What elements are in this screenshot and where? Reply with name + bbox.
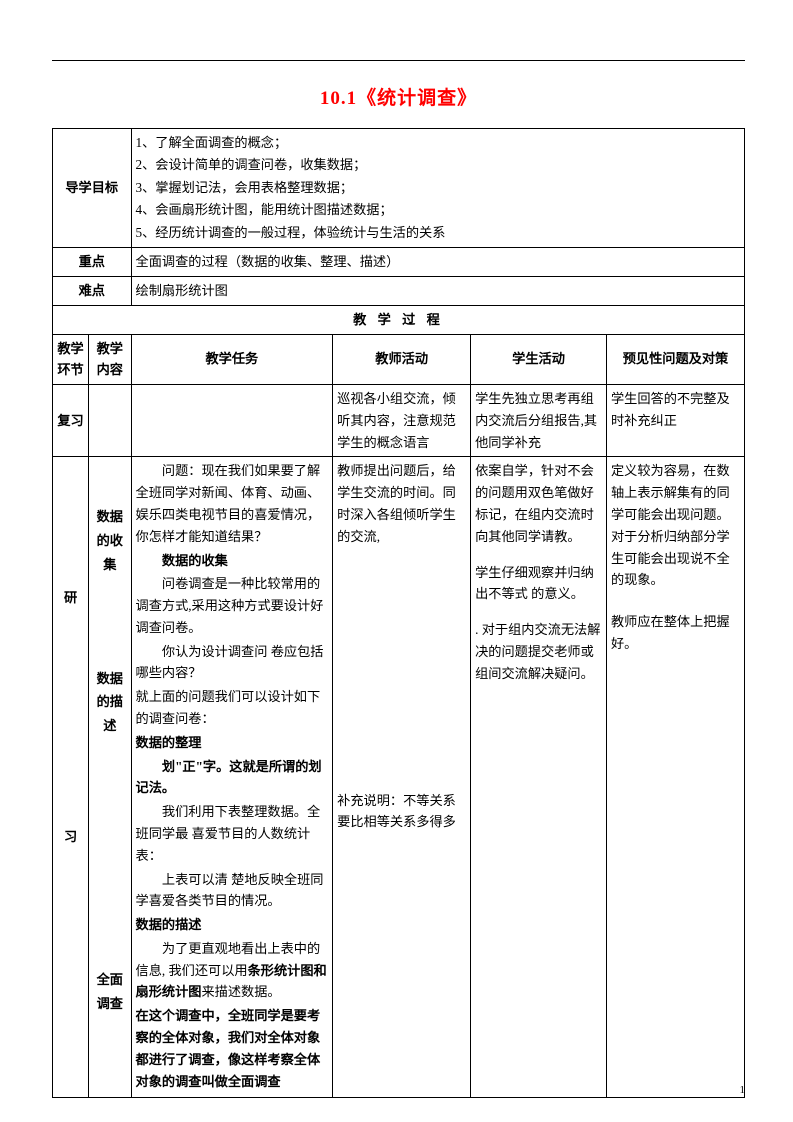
key-cell: 全面调查的过程（数据的收集、整理、描述） xyxy=(131,248,744,277)
row-review: 复习 巡视各小组交流，倾听其内容，注意规范学生的概念语言 学生先独立思考再组内交… xyxy=(53,385,745,457)
student-1: 依案自学，针对不会的问题用双色笔做好标记，在组内交流时向其他同学请教。 xyxy=(475,460,602,547)
review-student: 学生先独立思考再组内交流后分组报告,其他同学补充 xyxy=(471,385,607,457)
problem-2: 教师应在整体上把握好。 xyxy=(611,611,740,655)
hard-label: 难点 xyxy=(53,276,132,305)
key-label: 重点 xyxy=(53,248,132,277)
hard-cell: 绘制扇形统计图 xyxy=(131,276,744,305)
goal-5: 5、经历统计调查的一般过程，体验统计与生活的关系 xyxy=(136,222,740,244)
review-task xyxy=(131,385,333,457)
goals-cell: 1、了解全面调查的概念； 2、会设计简单的调查问卷，收集数据； 3、掌握划记法，… xyxy=(131,129,744,248)
col-content: 教学内容 xyxy=(89,334,131,385)
study-problem: 定义较为容易，在数轴上表示解集有的同学可能会出现问题。对于分析归纳部分学生可能会… xyxy=(606,457,744,1098)
col-problem: 预见性问题及对策 xyxy=(606,334,744,385)
teacher-1: 教师提出问题后，给学生交流的时间。同时深入各组倾听学生的交流, xyxy=(337,460,466,547)
task-p5: 我们利用下表整理数据。全班同学最 喜爱节目的人数统计表： xyxy=(136,801,329,866)
study-stage-bottom: 习 xyxy=(57,826,84,848)
goal-2: 2、会设计简单的调查问卷，收集数据； xyxy=(136,154,740,176)
review-content xyxy=(89,385,131,457)
row-key: 重点 全面调查的过程（数据的收集、整理、描述） xyxy=(53,248,745,277)
goal-4: 4、会画扇形统计图，能用统计图描述数据； xyxy=(136,199,740,221)
task-h2: 数据的整理 xyxy=(136,732,329,754)
task-p7c: 来描述数据。 xyxy=(201,984,280,999)
study-teacher: 教师提出问题后，给学生交流的时间。同时深入各组倾听学生的交流, 补充说明：不等关… xyxy=(333,457,471,1098)
task-p3: 就上面的问题我们可以设计如下的调查问卷： xyxy=(136,686,329,730)
study-content-1: 数据的收集 xyxy=(93,505,126,576)
task-p8: 在这个调查中，全班同学是要考察的全体对象，我们对全体对象都进行了调查，像这样考察… xyxy=(136,1005,329,1092)
goal-3: 3、掌握划记法，会用表格整理数据； xyxy=(136,177,740,199)
page-title: 10.1《统计调查》 xyxy=(52,83,745,110)
col-teacher: 教师活动 xyxy=(333,334,471,385)
problem-1: 定义较为容易，在数轴上表示解集有的同学可能会出现问题。对于分析归纳部分学生可能会… xyxy=(611,460,740,591)
review-stage: 复习 xyxy=(53,385,89,457)
row-goals: 导学目标 1、了解全面调查的概念； 2、会设计简单的调查问卷，收集数据； 3、掌… xyxy=(53,129,745,248)
task-intro: 问题：现在我们如果要了解全班同学对新闻、体育、动画、娱乐四类电视节目的喜爱情况，… xyxy=(136,460,329,547)
study-content-2: 数据的描述 xyxy=(93,667,126,738)
task-p4: 划"正"字。这就是所谓的划记法。 xyxy=(136,756,329,800)
study-stage-top: 研 xyxy=(57,587,84,609)
col-stage: 教学环节 xyxy=(53,334,89,385)
review-problem: 学生回答的不完整及时补充纠正 xyxy=(606,385,744,457)
study-content: 数据的收集 数据的描述 全面调查 xyxy=(89,457,131,1098)
task-h3: 数据的描述 xyxy=(136,914,329,936)
col-student: 学生活动 xyxy=(471,334,607,385)
student-2: 学生仔细观察并归纳出不等式 的意义。 xyxy=(475,562,602,606)
goals-label: 导学目标 xyxy=(53,129,132,248)
process-header: 教 学 过 程 xyxy=(53,305,745,334)
study-content-3: 全面调查 xyxy=(93,968,126,1016)
page-number: 1 xyxy=(740,1084,746,1096)
study-student: 依案自学，针对不会的问题用双色笔做好标记，在组内交流时向其他同学请教。 学生仔细… xyxy=(471,457,607,1098)
task-p7: 为了更直观地看出上表中的信息, 我们还可以用条形统计图和扇形统计图来描述数据。 xyxy=(136,938,329,1003)
student-3: . 对于组内交流无法解决的问题提交老师或组间交流解决疑问。 xyxy=(475,619,602,684)
row-study: 研 习 数据的收集 数据的描述 全面调查 问题：现在我们如果要了解全班同学对新闻… xyxy=(53,457,745,1098)
top-rule xyxy=(52,60,745,61)
study-task: 问题：现在我们如果要了解全班同学对新闻、体育、动画、娱乐四类电视节目的喜爱情况，… xyxy=(131,457,333,1098)
col-task: 教学任务 xyxy=(131,334,333,385)
task-p2: 你认为设计调查问 卷应包括哪些内容？ xyxy=(136,641,329,685)
review-teacher: 巡视各小组交流，倾听其内容，注意规范学生的概念语言 xyxy=(333,385,471,457)
row-hard: 难点 绘制扇形统计图 xyxy=(53,276,745,305)
task-h1: 数据的收集 xyxy=(136,550,329,572)
row-process-header: 教 学 过 程 xyxy=(53,305,745,334)
lesson-plan-table: 导学目标 1、了解全面调查的概念； 2、会设计简单的调查问卷，收集数据； 3、掌… xyxy=(52,128,745,1098)
study-stage: 研 习 xyxy=(53,457,89,1098)
teacher-2: 补充说明：不等关系要比相等关系多得多 xyxy=(337,790,466,834)
task-p1: 问卷调查是一种比较常用的调查方式,采用这种方式要设计好调查问卷。 xyxy=(136,573,329,638)
row-col-headers: 教学环节 教学内容 教学任务 教师活动 学生活动 预见性问题及对策 xyxy=(53,334,745,385)
goal-1: 1、了解全面调查的概念； xyxy=(136,132,740,154)
task-p6: 上表可以清 楚地反映全班同学喜爱各类节目的情况。 xyxy=(136,869,329,913)
